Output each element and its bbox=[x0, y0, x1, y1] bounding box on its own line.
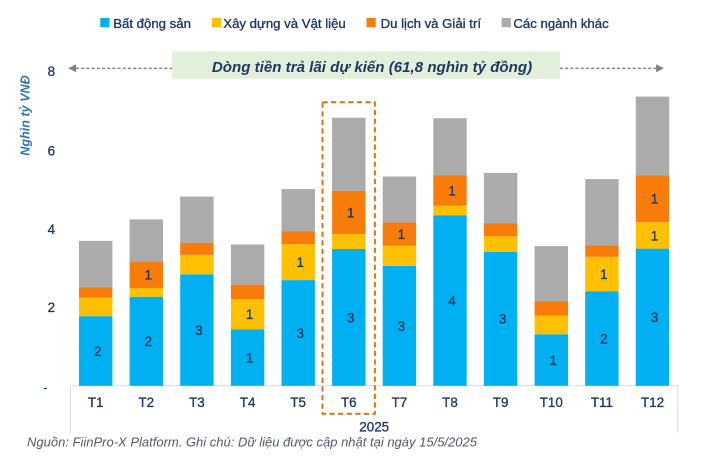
svg-text:-: - bbox=[43, 380, 47, 395]
svg-text:3: 3 bbox=[296, 326, 304, 341]
svg-text:8: 8 bbox=[48, 64, 55, 79]
svg-text:1: 1 bbox=[651, 228, 659, 243]
svg-text:T6: T6 bbox=[341, 395, 357, 410]
svg-text:T10: T10 bbox=[540, 395, 563, 410]
svg-text:1: 1 bbox=[347, 205, 355, 220]
svg-text:1: 1 bbox=[600, 267, 608, 282]
svg-text:Nghìn tỷ VNĐ: Nghìn tỷ VNĐ bbox=[19, 75, 33, 155]
svg-text:Du lịch và Giải trí: Du lịch và Giải trí bbox=[381, 16, 482, 31]
svg-text:4: 4 bbox=[48, 222, 56, 237]
svg-text:2: 2 bbox=[94, 344, 102, 359]
svg-text:1: 1 bbox=[296, 255, 304, 270]
svg-text:1: 1 bbox=[398, 227, 406, 242]
svg-text:T3: T3 bbox=[189, 395, 205, 410]
svg-text:T8: T8 bbox=[442, 395, 458, 410]
svg-text:1: 1 bbox=[550, 353, 558, 368]
svg-text:3: 3 bbox=[398, 319, 406, 334]
svg-text:Xây dựng và Vật liệu: Xây dựng và Vật liệu bbox=[223, 16, 345, 31]
svg-text:T7: T7 bbox=[392, 395, 408, 410]
svg-text:3: 3 bbox=[651, 310, 659, 325]
svg-text:6: 6 bbox=[48, 143, 55, 158]
svg-text:2: 2 bbox=[48, 300, 55, 315]
svg-text:T12: T12 bbox=[641, 395, 664, 410]
svg-text:4: 4 bbox=[448, 293, 456, 308]
svg-text:Dòng tiền trả lãi dự kiến (61,: Dòng tiền trả lãi dự kiến (61,8 nghìn tỷ… bbox=[212, 59, 532, 76]
svg-text:2: 2 bbox=[145, 334, 153, 349]
svg-text:1: 1 bbox=[145, 268, 153, 283]
svg-text:Nguồn: FiinPro-X Platform. Ghi: Nguồn: FiinPro-X Platform. Ghi chú: Dữ l… bbox=[27, 434, 478, 449]
svg-text:3: 3 bbox=[195, 323, 203, 338]
svg-text:Bất động sản: Bất động sản bbox=[113, 16, 191, 31]
svg-text:2025: 2025 bbox=[359, 419, 389, 434]
svg-text:1: 1 bbox=[448, 184, 456, 199]
svg-text:T1: T1 bbox=[88, 395, 104, 410]
svg-text:Các ngành khác: Các ngành khác bbox=[513, 16, 609, 31]
svg-text:T9: T9 bbox=[493, 395, 509, 410]
svg-text:3: 3 bbox=[499, 312, 507, 327]
svg-text:1: 1 bbox=[651, 192, 659, 207]
svg-text:T2: T2 bbox=[138, 395, 154, 410]
svg-text:1: 1 bbox=[246, 351, 254, 366]
svg-text:2: 2 bbox=[600, 332, 608, 347]
svg-text:T11: T11 bbox=[591, 395, 613, 410]
svg-text:T5: T5 bbox=[290, 395, 306, 410]
svg-text:T4: T4 bbox=[240, 395, 256, 410]
svg-text:1: 1 bbox=[246, 307, 254, 322]
svg-text:3: 3 bbox=[347, 310, 355, 325]
